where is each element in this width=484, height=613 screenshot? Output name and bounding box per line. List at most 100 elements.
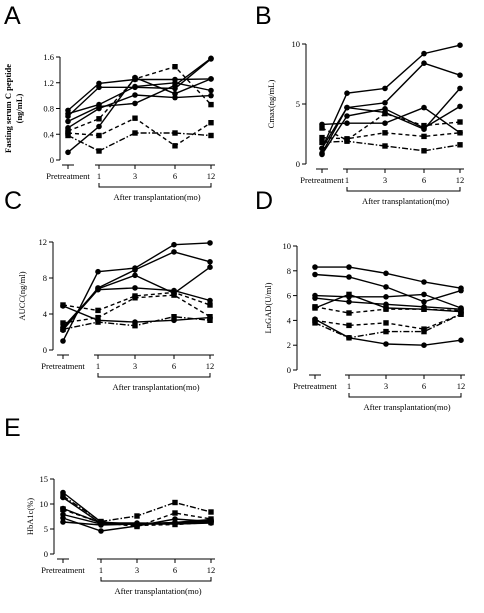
data-point — [421, 279, 427, 285]
x-tick-label: 6 — [172, 361, 176, 371]
y-tick-label: 15 — [40, 474, 49, 484]
series-4 — [65, 55, 214, 125]
x-bracket — [97, 373, 211, 378]
data-point — [457, 130, 463, 136]
data-point — [65, 132, 71, 139]
x-tick-label: 6 — [173, 565, 177, 575]
data-point — [421, 148, 427, 154]
x-tick-label: 3 — [135, 565, 139, 575]
x-tick-label: 1 — [97, 171, 101, 181]
x-tick-label: Pretreatment — [46, 171, 90, 181]
panel-letter: B — [255, 2, 272, 30]
data-point — [132, 100, 138, 107]
x-tick-label: Pretreatment — [300, 175, 344, 185]
data-point — [132, 285, 138, 291]
data-point — [60, 519, 66, 525]
data-point — [98, 528, 104, 534]
data-point — [382, 120, 388, 126]
data-point — [312, 320, 318, 326]
data-point — [208, 92, 214, 99]
x-tick-label: 3 — [383, 175, 387, 185]
data-point — [421, 60, 427, 66]
data-point — [172, 90, 178, 97]
data-point — [382, 110, 388, 117]
data-point — [208, 120, 214, 126]
data-point — [172, 82, 178, 89]
data-point — [421, 299, 427, 305]
y-tick-label: 12 — [39, 237, 48, 247]
data-point — [319, 125, 325, 131]
panel-e: E 0 5 10 15 HbA1c(%) Pretreatment 1 3 6 12 After tr… — [4, 414, 215, 596]
panel-letter: D — [255, 187, 273, 215]
data-point — [60, 338, 66, 344]
data-point — [172, 510, 178, 516]
data-point — [319, 151, 325, 158]
x-tick-label: 12 — [456, 175, 465, 185]
data-point — [382, 143, 388, 149]
data-point — [171, 241, 177, 248]
data-point — [208, 516, 214, 522]
panel-c: C 0 4 8 12 AUCC(ng/ml) Pretreatment 1 3 6 12 After … — [4, 187, 214, 392]
y-tick-label: 2 — [287, 340, 291, 350]
x-tick-label: 1 — [99, 565, 103, 575]
y-tick-label: 0 — [296, 159, 300, 169]
data-point — [96, 148, 102, 154]
y-tick-label: 0.8 — [43, 104, 54, 114]
x-tick-label: 6 — [173, 171, 177, 181]
data-point — [344, 120, 350, 126]
data-point — [60, 506, 66, 513]
data-point — [208, 101, 214, 108]
data-point — [207, 302, 213, 308]
data-point — [383, 306, 389, 312]
data-point — [458, 307, 464, 314]
data-point — [421, 104, 427, 111]
data-point — [382, 100, 388, 106]
data-point — [60, 320, 66, 326]
data-point — [132, 295, 138, 301]
data-point — [421, 328, 427, 335]
series-7 — [312, 304, 464, 316]
data-point — [60, 302, 66, 308]
y-axis-title: AUCC(ng/ml) — [17, 271, 27, 320]
y-tick-label: 4 — [43, 309, 48, 319]
data-point — [458, 337, 464, 344]
data-point — [98, 520, 104, 526]
data-point — [60, 493, 66, 499]
x-tick-label: 12 — [457, 381, 466, 391]
data-point — [312, 295, 318, 301]
y-tick-label: 10 — [283, 241, 292, 251]
y-tick-label: 5 — [44, 524, 48, 534]
x-tick-label: 12 — [207, 171, 216, 181]
data-point — [457, 72, 463, 78]
data-point — [65, 149, 71, 156]
data-point — [383, 294, 389, 300]
data-point — [319, 145, 325, 152]
data-point — [457, 85, 463, 92]
data-point — [172, 521, 178, 528]
data-point — [312, 304, 318, 310]
data-point — [208, 55, 214, 62]
data-point — [383, 320, 389, 326]
series-8 — [312, 311, 464, 332]
data-point — [457, 103, 463, 110]
data-point — [95, 286, 101, 293]
data-point — [457, 142, 463, 148]
panel-a: A 0 0.4 0.8 1.2 1.6 Fasting serum C peptide(ng… — [3, 2, 215, 202]
data-point — [319, 139, 325, 146]
data-point — [65, 113, 71, 119]
data-point — [383, 341, 389, 347]
data-point — [346, 335, 352, 341]
data-point — [346, 310, 352, 316]
data-point — [65, 118, 71, 125]
y-tick-label: 0.4 — [43, 129, 54, 139]
data-point — [421, 133, 427, 140]
data-point — [132, 323, 138, 329]
data-point — [60, 515, 66, 521]
x-tick-label: 6 — [422, 175, 426, 185]
data-point — [421, 50, 427, 57]
data-point — [344, 90, 350, 96]
series-9 — [60, 506, 214, 529]
data-point — [208, 509, 214, 515]
data-point — [172, 143, 178, 149]
data-point — [346, 322, 352, 329]
